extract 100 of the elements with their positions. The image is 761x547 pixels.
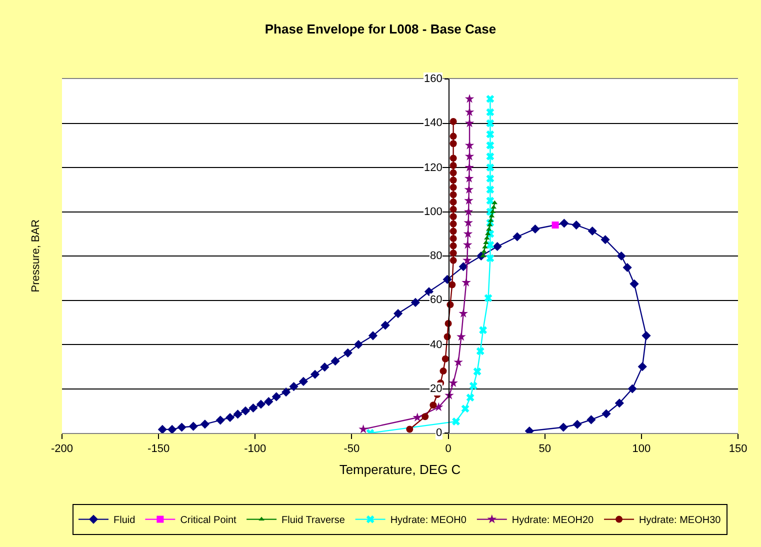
- x-tick-label: -150: [148, 443, 170, 456]
- point: [486, 174, 494, 183]
- point: [464, 162, 474, 172]
- point: [456, 332, 466, 341]
- y-tick-label: 140: [424, 117, 442, 129]
- point: [282, 388, 291, 397]
- point: [486, 164, 494, 172]
- point: [394, 308, 403, 318]
- point: [642, 331, 651, 340]
- point: [614, 398, 624, 408]
- point: [410, 298, 420, 308]
- point: [464, 107, 474, 116]
- point: [450, 235, 457, 242]
- point: [168, 424, 177, 433]
- point: [586, 415, 596, 424]
- point: [310, 370, 320, 379]
- point: [422, 413, 429, 420]
- y-tick-label: 160: [424, 73, 442, 85]
- y-tick-label: 80: [430, 250, 442, 262]
- point: [560, 218, 569, 228]
- point: [358, 424, 368, 433]
- point: [289, 382, 298, 392]
- point: [256, 400, 266, 409]
- point: [622, 262, 632, 272]
- point: [450, 154, 457, 162]
- point: [572, 220, 581, 230]
- point: [188, 422, 198, 431]
- x-tick-label: 50: [538, 443, 551, 456]
- point: [448, 281, 456, 288]
- x-tick-label: 150: [728, 443, 748, 456]
- point: [462, 278, 471, 287]
- point: [450, 250, 457, 257]
- point: [320, 362, 330, 372]
- point: [572, 420, 582, 429]
- point: [486, 196, 494, 205]
- y-tick-label: 60: [430, 294, 442, 306]
- point: [216, 416, 225, 425]
- point: [486, 130, 494, 138]
- point: [450, 191, 457, 198]
- point: [450, 162, 457, 170]
- point: [450, 184, 457, 191]
- point: [430, 402, 437, 409]
- point: [158, 424, 167, 433]
- point: [200, 420, 210, 429]
- point: [600, 235, 610, 244]
- y-tick-label: 20: [430, 383, 442, 395]
- point: [450, 256, 457, 264]
- point: [406, 426, 414, 433]
- point: [463, 228, 473, 238]
- point: [486, 94, 494, 103]
- point: [486, 186, 494, 194]
- point: [512, 232, 522, 242]
- legend-label: Hydrate: MEOH30: [639, 515, 722, 526]
- point: [412, 412, 422, 422]
- point: [602, 409, 611, 418]
- y-axis-title: Pressure, BAR: [30, 219, 42, 292]
- x-tick-label: -200: [50, 443, 74, 456]
- point: [638, 362, 647, 372]
- point: [464, 94, 474, 103]
- point: [448, 378, 458, 387]
- point: [466, 394, 474, 402]
- point: [225, 412, 235, 422]
- point: [486, 254, 494, 262]
- point: [177, 422, 186, 432]
- point: [450, 220, 457, 228]
- point: [469, 382, 478, 390]
- point: [486, 141, 494, 150]
- point: [462, 256, 472, 264]
- legend-label: Fluid Traverse: [282, 515, 346, 526]
- point: [272, 392, 281, 402]
- point: [450, 169, 457, 176]
- point: [368, 331, 378, 340]
- point: [248, 403, 258, 413]
- point: [458, 308, 468, 318]
- point: [479, 326, 488, 334]
- point: [424, 287, 434, 296]
- point: [440, 368, 447, 375]
- point: [354, 340, 364, 350]
- point: [450, 206, 457, 213]
- legend-label: Hydrate: MEOH0: [390, 515, 467, 526]
- legend-label: Hydrate: MEOH20: [512, 515, 594, 526]
- point: [588, 226, 597, 236]
- point: [484, 294, 492, 302]
- y-tick-label: 0: [436, 427, 442, 439]
- point: [492, 242, 502, 252]
- point: [486, 108, 494, 116]
- point: [558, 422, 568, 432]
- point: [450, 213, 457, 220]
- point: [486, 119, 494, 128]
- point: [461, 404, 470, 413]
- point: [630, 279, 639, 288]
- point: [476, 347, 484, 356]
- x-tick-label: -100: [244, 443, 266, 456]
- point: [464, 196, 474, 205]
- point: [450, 118, 457, 125]
- x-axis-title: Temperature, DEG C: [339, 462, 461, 477]
- point: [462, 240, 472, 249]
- point: [450, 242, 457, 250]
- point: [343, 348, 352, 358]
- point: [458, 262, 468, 272]
